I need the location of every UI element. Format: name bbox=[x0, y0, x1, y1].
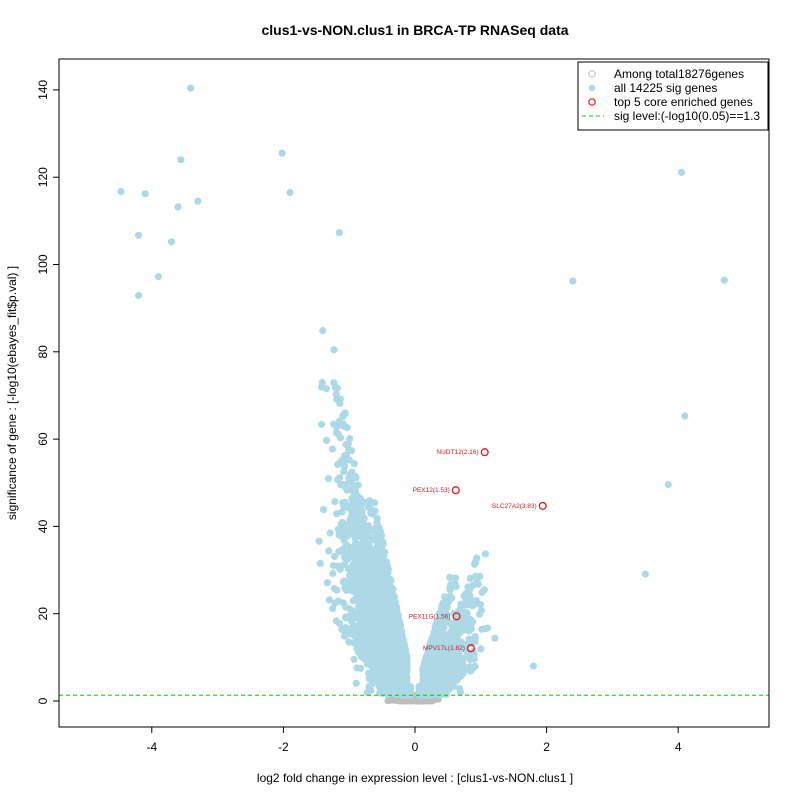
point-sig bbox=[336, 417, 344, 425]
point-sig bbox=[341, 452, 349, 460]
point-sig bbox=[338, 518, 346, 526]
point-sig bbox=[338, 508, 346, 516]
x-axis-label: log2 fold change in expression level : [… bbox=[257, 771, 573, 785]
point-sig bbox=[360, 533, 368, 541]
point-sig bbox=[346, 543, 354, 552]
point-sig bbox=[476, 572, 484, 581]
point-sig bbox=[336, 395, 344, 403]
point-sig bbox=[316, 559, 324, 568]
point-sig bbox=[346, 471, 354, 479]
point-sig bbox=[332, 429, 340, 437]
point-sig bbox=[323, 436, 331, 444]
point-sig bbox=[323, 579, 331, 587]
point-sig bbox=[471, 638, 479, 646]
point-sig bbox=[333, 384, 341, 392]
point-sig bbox=[491, 634, 499, 642]
point-sig bbox=[472, 597, 480, 605]
point-sig bbox=[355, 566, 363, 575]
point-sig bbox=[343, 486, 351, 494]
point-sig bbox=[315, 537, 323, 545]
point-sig bbox=[339, 599, 347, 607]
point-sig bbox=[481, 550, 489, 558]
point-sig bbox=[317, 383, 325, 391]
point-nonsig bbox=[386, 696, 394, 704]
point-sig bbox=[325, 475, 333, 483]
point-sig bbox=[330, 584, 338, 593]
point-sig bbox=[349, 530, 357, 538]
point-sig bbox=[469, 617, 477, 626]
point-sig bbox=[345, 520, 353, 528]
point-sig bbox=[346, 581, 354, 589]
point-sig bbox=[326, 529, 334, 537]
point-sig bbox=[466, 574, 474, 583]
point-sig bbox=[325, 547, 333, 555]
point-sig bbox=[475, 610, 483, 618]
point-sig bbox=[329, 569, 337, 578]
point-sig bbox=[329, 562, 337, 570]
point-sig bbox=[463, 652, 471, 660]
point-sig bbox=[350, 596, 358, 604]
point-sig bbox=[319, 327, 327, 335]
point-sig bbox=[336, 474, 344, 482]
chart-title: clus1-vs-NON.clus1 in BRCA-TP RNASeq dat… bbox=[261, 22, 568, 38]
point-sig bbox=[344, 530, 352, 538]
point-sig bbox=[345, 638, 353, 646]
point-sig bbox=[340, 536, 348, 544]
point-sig bbox=[344, 612, 352, 621]
point-sig bbox=[325, 596, 333, 604]
point-sig bbox=[339, 578, 347, 586]
point-nonsig bbox=[391, 696, 399, 704]
point-sig bbox=[360, 498, 368, 506]
point-sig bbox=[351, 512, 359, 520]
point-sig bbox=[343, 481, 351, 489]
point-sig bbox=[353, 645, 361, 653]
point-sig bbox=[330, 379, 338, 387]
point-sig bbox=[342, 586, 351, 594]
point-sig bbox=[340, 560, 349, 568]
point-sig bbox=[484, 624, 492, 632]
point-sig bbox=[466, 624, 474, 632]
point-sig bbox=[359, 527, 367, 535]
point-sig bbox=[459, 600, 467, 608]
point-sig bbox=[357, 515, 365, 523]
point-sig bbox=[480, 586, 488, 594]
point-sig bbox=[460, 592, 468, 601]
point-sig bbox=[339, 499, 347, 507]
point-sig bbox=[344, 445, 353, 454]
y-axis-label: significance of gene : [-log10(ebayes_fi… bbox=[5, 266, 19, 520]
point-sig bbox=[477, 645, 485, 653]
point-sig bbox=[332, 617, 340, 625]
point-sig bbox=[350, 460, 358, 468]
point-sig bbox=[337, 459, 345, 467]
point-sig bbox=[469, 581, 477, 589]
point-sig bbox=[335, 531, 343, 539]
point-sig bbox=[359, 640, 367, 648]
point-sig bbox=[328, 445, 336, 453]
point-sig bbox=[320, 506, 328, 514]
point-sig bbox=[331, 498, 339, 506]
point-sig bbox=[356, 546, 364, 554]
point-sig bbox=[333, 423, 341, 431]
point-sig bbox=[330, 346, 338, 354]
point-sig bbox=[329, 604, 337, 613]
point-sig bbox=[471, 559, 479, 567]
point-sig bbox=[331, 552, 339, 561]
points-layer bbox=[117, 84, 728, 705]
point-sig bbox=[317, 420, 326, 428]
point-sig bbox=[357, 615, 365, 623]
point-sig bbox=[341, 553, 349, 562]
point-sig bbox=[358, 507, 366, 515]
point-sig bbox=[351, 622, 359, 630]
point-sig bbox=[336, 565, 344, 573]
point-sig bbox=[468, 665, 476, 673]
point-sig bbox=[450, 672, 458, 680]
point-sig bbox=[466, 597, 474, 605]
point-sig bbox=[356, 541, 364, 549]
point-sig bbox=[344, 630, 353, 638]
point-sig bbox=[338, 525, 346, 533]
